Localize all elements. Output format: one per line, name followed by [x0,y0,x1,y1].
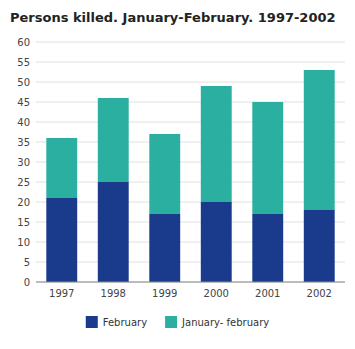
y-tick-label: 0 [24,277,30,288]
legend-item: February [86,316,147,328]
bar [149,134,180,214]
title: Persons killed. January-February. 1997-2… [10,10,336,25]
y-tick-label: 60 [17,37,30,48]
bar [201,202,232,282]
y-tick-label: 55 [17,57,30,68]
bar [149,214,180,282]
y-tick-label: 10 [17,237,30,248]
grid-line [36,42,345,43]
y-tick-label: 5 [24,257,30,268]
x-tick-label: 2002 [307,288,332,299]
grid-line [36,102,345,103]
grid-line [36,222,345,223]
grid-line [36,82,345,83]
y-tick-label: 20 [17,197,30,208]
bar [98,98,129,182]
grid-line [36,122,345,123]
chart-container: Persons killed. January-February. 1997-2… [0,0,355,349]
x-axis [36,282,345,283]
y-tick-label: 15 [17,217,30,228]
grid-line [36,282,345,283]
legend-item: January- february [165,316,269,328]
legend-swatch [165,316,177,328]
y-tick-label: 40 [17,117,30,128]
x-tick-label: 2001 [255,288,280,299]
legend-label: January- february [181,317,269,328]
grid-line [36,162,345,163]
bar [201,86,232,202]
bar [252,214,283,282]
grid-line [36,142,345,143]
grid-line [36,262,345,263]
bars [46,70,334,282]
bar [46,198,77,282]
grid [36,42,345,282]
bar [98,182,129,282]
x-tick-label: 1999 [152,288,177,299]
bar [252,102,283,214]
legend: February January- february [86,316,270,328]
grid-line [36,62,345,63]
y-tick-label: 50 [17,77,30,88]
grid-line [36,202,345,203]
y-tick-label: 30 [17,157,30,168]
x-tick-label: 1997 [49,288,74,299]
bar [304,210,335,282]
chart: Persons killed. January-February. 1997-2… [0,0,355,349]
x-tick-label: 2000 [204,288,229,299]
y-tick-label: 25 [17,177,30,188]
y-tick-label: 45 [17,97,30,108]
bar [304,70,335,210]
grid-line [36,182,345,183]
y-tick-label: 35 [17,137,30,148]
legend-label: February [103,317,147,328]
x-tick-label: 1998 [101,288,126,299]
bar [46,138,77,198]
grid-line [36,242,345,243]
legend-swatch [86,316,98,328]
